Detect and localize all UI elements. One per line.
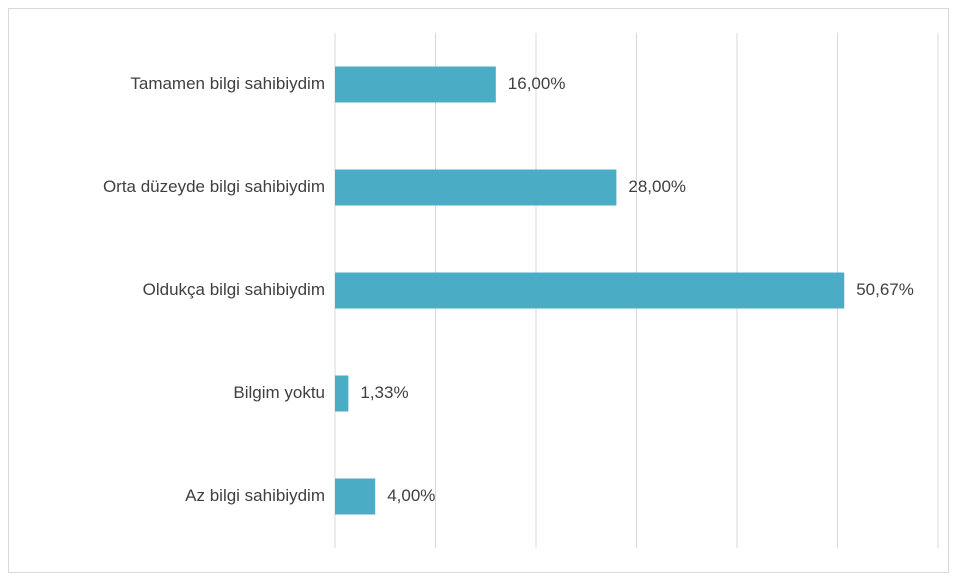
data-label: 1,33% (360, 383, 408, 402)
y-tick-label: Bilgim yoktu (233, 383, 325, 402)
y-tick-label: Tamamen bilgi sahibiydim (130, 74, 325, 93)
bar (335, 66, 496, 103)
y-tick-label: Oldukça bilgi sahibiydim (143, 280, 325, 299)
bar (335, 375, 349, 412)
bar (335, 272, 845, 309)
bar (335, 478, 376, 515)
bar (335, 169, 617, 206)
data-label: 16,00% (508, 74, 566, 93)
data-label: 50,67% (856, 280, 914, 299)
data-label: 4,00% (387, 486, 435, 505)
y-tick-label: Orta düzeyde bilgi sahibiydim (103, 177, 325, 196)
data-label: 28,00% (628, 177, 686, 196)
y-tick-label: Az bilgi sahibiydim (185, 486, 325, 505)
